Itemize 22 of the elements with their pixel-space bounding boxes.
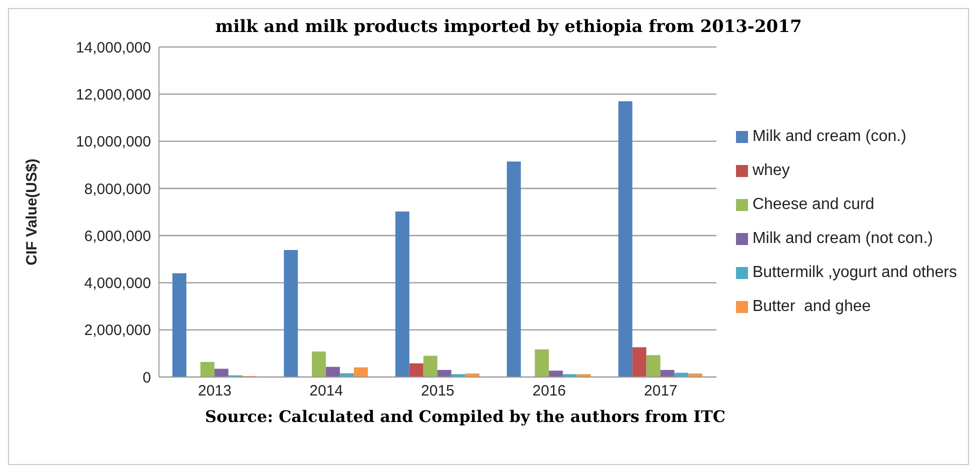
legend-label: Butter and ghee — [752, 298, 871, 315]
x-tick-label: 2015 — [421, 382, 454, 400]
y-tick-label: 10,000,000 — [76, 134, 151, 151]
legend-label: Buttermilk ,yogurt and others — [752, 264, 957, 281]
x-tick-label: 2014 — [310, 382, 343, 400]
x-tick-label: 2017 — [644, 382, 678, 400]
x-tick-label: 2016 — [532, 382, 566, 400]
y-tick-label: 2,000,000 — [84, 322, 151, 340]
x-tick-label: 2013 — [198, 382, 232, 400]
legend-label: Cheese and curd — [752, 196, 874, 213]
legend-label: Milk and cream (con.) — [752, 128, 906, 145]
y-tick-label: 6,000,000 — [84, 228, 151, 245]
y-tick-label: 12,000,000 — [76, 86, 151, 104]
y-tick-label: 14,000,000 — [76, 39, 151, 56]
y-axis-title: CIF Value(US$) — [23, 158, 40, 266]
legend-label: whey — [752, 162, 790, 179]
chart-title: milk and milk products imported by ethiopia from 2013-2017 — [214, 17, 803, 37]
y-tick-label: 0 — [142, 369, 151, 386]
source-note: Source: Calculated and Compiled by the authors from ITC — [205, 407, 727, 426]
y-tick-label: 4,000,000 — [84, 275, 151, 292]
legend-label: Milk and cream (not con.) — [752, 230, 933, 247]
y-tick-label: 8,000,000 — [84, 180, 151, 198]
